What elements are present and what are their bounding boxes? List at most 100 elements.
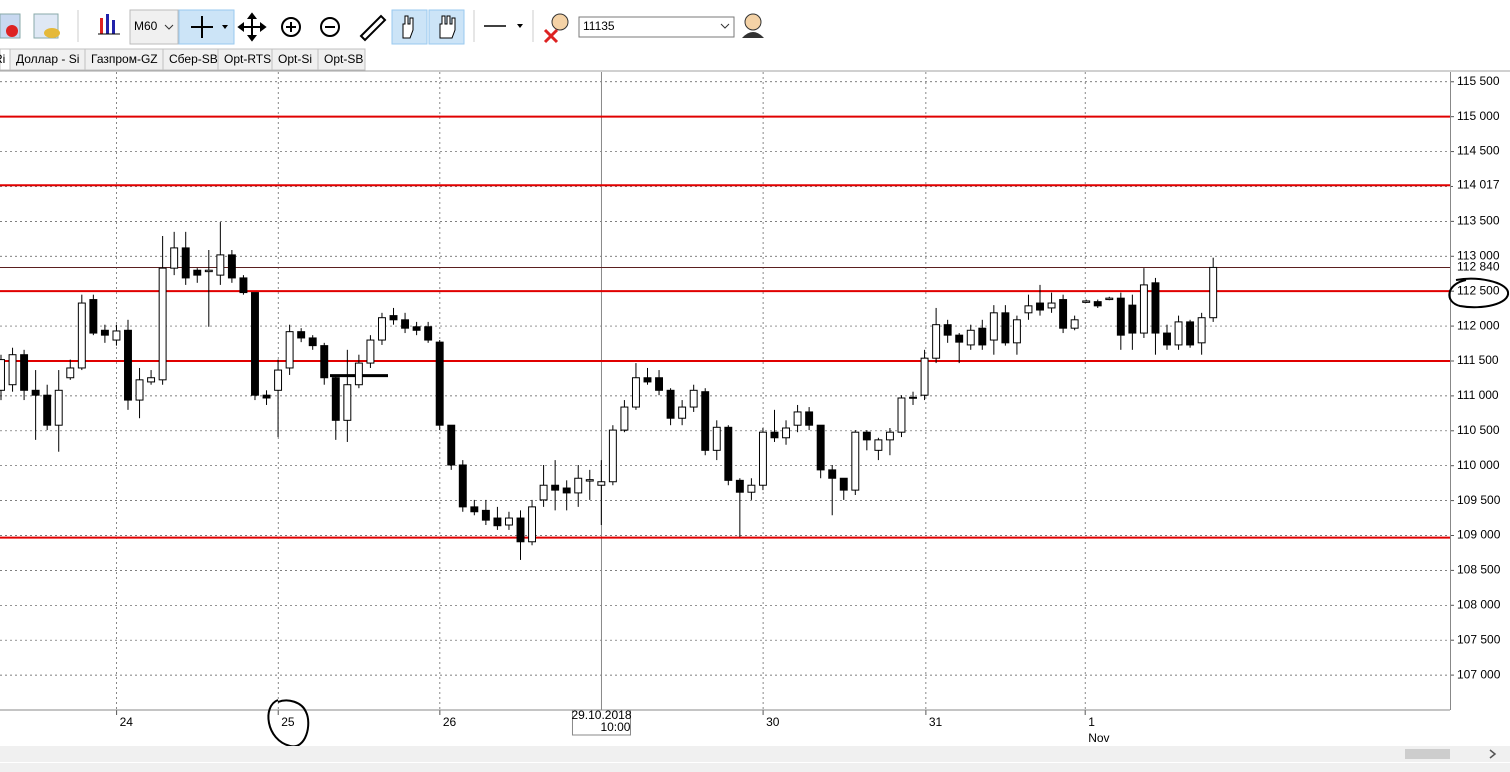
candle-body xyxy=(412,326,421,331)
candle-body xyxy=(193,269,202,276)
icon-ruler[interactable] xyxy=(359,14,387,42)
icon-user[interactable] xyxy=(742,13,764,38)
scroll-right[interactable] xyxy=(1489,749,1497,759)
candle-body xyxy=(1012,319,1021,344)
candle-body xyxy=(504,517,513,526)
candle-body xyxy=(1163,332,1171,346)
instrument: 11135 xyxy=(583,19,615,33)
tab-label: Opt-Si xyxy=(278,52,312,66)
price-axis-border xyxy=(1450,72,1451,710)
y-tick-label: 111 000 xyxy=(1457,388,1499,402)
candle-body xyxy=(112,330,121,341)
y-tick-label: 115 500 xyxy=(1457,74,1500,88)
tab-label: Доллар - Si xyxy=(16,52,79,66)
candle-body xyxy=(458,464,467,508)
candle-body xyxy=(1105,297,1114,301)
candle-body xyxy=(539,484,548,501)
y-tick-label: 112 000 xyxy=(1457,318,1500,332)
candle-body xyxy=(54,389,63,426)
candle-body xyxy=(943,324,952,336)
timeframe: M60 xyxy=(134,19,158,33)
candle-body xyxy=(470,506,479,513)
icon-user-remove[interactable] xyxy=(543,13,569,44)
candle-body xyxy=(839,477,848,491)
candle-body xyxy=(31,389,40,396)
candle-body xyxy=(1047,302,1056,309)
icon-zoom-in[interactable] xyxy=(281,17,301,37)
candle-body xyxy=(631,377,640,408)
price-tag xyxy=(1453,179,1503,192)
candle-body xyxy=(170,247,179,269)
candle-body xyxy=(1209,266,1218,319)
candle-body xyxy=(1186,321,1195,346)
scrollbar-thumb[interactable] xyxy=(1405,749,1450,759)
candle-body xyxy=(782,427,790,439)
tab[interactable] xyxy=(317,48,366,71)
x-tick-label: 31 xyxy=(929,715,943,729)
crosshair-time: 10:00 xyxy=(600,720,630,734)
candle-body xyxy=(620,406,629,431)
candle-body xyxy=(481,509,490,521)
plot-area: 107 000 107 500 108 000 108 500 109 000 109 5… xyxy=(0,72,1503,745)
icon-zoom-out[interactable] xyxy=(320,17,340,37)
y-tick-label: 115 000 xyxy=(1457,109,1500,123)
y-tick-label: 108 500 xyxy=(1457,563,1501,577)
x-tick-label: 1 xyxy=(1088,715,1095,729)
icon-move[interactable] xyxy=(237,12,267,42)
tab-label: Opt-SB xyxy=(324,52,363,66)
y-tick-label: 107 500 xyxy=(1457,632,1501,646)
timeframe-box[interactable] xyxy=(129,9,179,45)
icon-crosshair xyxy=(191,16,213,38)
price-tag-label: 112 840 xyxy=(1457,260,1500,274)
candle-body xyxy=(493,517,502,527)
candle-body xyxy=(135,379,144,401)
x-tick-label: 26 xyxy=(443,715,457,729)
y-tick-label: 114 500 xyxy=(1457,144,1500,158)
candle-body xyxy=(308,337,317,347)
status-bar xyxy=(0,763,1510,772)
x-tick-label: 25 xyxy=(281,715,295,729)
price-tag-label: 114 017 xyxy=(1457,177,1500,191)
toolbar: M60 11135 xyxy=(0,0,1510,46)
y-tick-label: 110 500 xyxy=(1457,423,1500,437)
scrollbar[interactable] xyxy=(0,746,1510,762)
candle-body xyxy=(978,327,987,346)
candle-body xyxy=(124,329,132,401)
tab-label: Opt-RTS xyxy=(224,52,271,66)
month-label: Nov xyxy=(1088,731,1109,745)
candle-body xyxy=(1024,305,1033,314)
icon-chart-bars[interactable] xyxy=(98,14,120,35)
candle-body xyxy=(227,254,236,279)
candle-body xyxy=(1116,297,1125,336)
candle-body xyxy=(758,431,767,486)
candle-body xyxy=(0,359,5,391)
candle-body xyxy=(724,426,733,481)
candle-body xyxy=(378,317,386,341)
candle-body xyxy=(66,367,75,379)
candle-body xyxy=(909,396,917,399)
candle-body xyxy=(562,487,571,494)
candle-body xyxy=(297,331,306,339)
candle-body xyxy=(574,477,583,494)
candle-body xyxy=(689,389,698,408)
candle-body xyxy=(1093,301,1102,307)
candle-body xyxy=(1070,319,1079,329)
instrument-combo[interactable] xyxy=(578,16,735,38)
dropdown-arrow xyxy=(517,24,523,28)
x-tick-label: 24 xyxy=(120,715,134,729)
candle-body xyxy=(20,354,29,391)
y-tick-label: 107 000 xyxy=(1457,667,1501,681)
candle-body xyxy=(274,369,283,391)
candle-body xyxy=(793,411,802,426)
candle-body xyxy=(666,389,675,419)
candle-body xyxy=(158,267,167,381)
candle-body xyxy=(655,377,664,391)
candle-body xyxy=(528,506,537,543)
candle-body xyxy=(43,394,52,426)
candle-body xyxy=(851,431,860,491)
candle-body xyxy=(285,331,294,369)
dropdown-arrow xyxy=(720,23,730,29)
candle-body xyxy=(1082,300,1091,303)
candle-body xyxy=(735,479,744,493)
